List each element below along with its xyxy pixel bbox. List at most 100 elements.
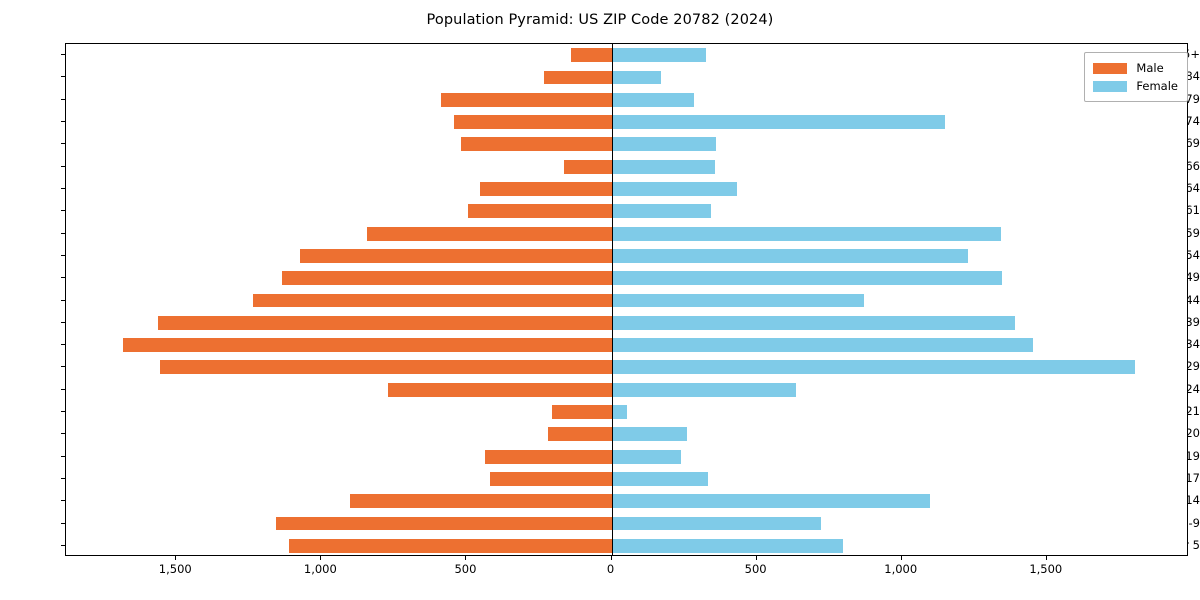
bar-female [611, 204, 711, 219]
bar-female [611, 92, 695, 107]
bar-female [611, 516, 822, 531]
bar-female [611, 382, 797, 397]
bar-row [66, 293, 1187, 308]
bar-row [66, 248, 1187, 263]
x-axis-tick-label: 1,000 [884, 562, 918, 576]
y-axis-tick-mark [61, 299, 65, 301]
bar-female [611, 405, 627, 419]
bar-female [611, 115, 945, 129]
bar-female [611, 538, 843, 553]
bar-row [66, 182, 1187, 196]
x-axis-tick-mark [755, 556, 757, 560]
bar-row [66, 360, 1187, 375]
bar-female [611, 472, 709, 486]
y-axis-tick-mark [61, 76, 65, 78]
bar-row [66, 92, 1187, 107]
y-axis-tick-mark [61, 187, 65, 189]
bar-male [122, 338, 612, 353]
bar-row [66, 48, 1187, 63]
bar-row [66, 159, 1187, 174]
y-axis-tick-mark [61, 321, 65, 323]
bar-male [253, 293, 612, 308]
y-axis-tick-mark [61, 388, 65, 390]
bar-row [66, 137, 1187, 152]
legend-swatch-male [1093, 62, 1128, 74]
bar-row [66, 271, 1187, 286]
bar-male [551, 405, 612, 419]
bar-row [66, 427, 1187, 442]
bar-female [611, 226, 1002, 241]
y-axis-tick-mark [61, 98, 65, 100]
bar-male [547, 427, 612, 442]
y-axis-tick-label: 20 [1185, 426, 1200, 441]
bar-row [66, 538, 1187, 553]
y-axis-tick-mark [61, 210, 65, 212]
x-axis-tick-label: 1,500 [1029, 562, 1063, 576]
bar-row [66, 472, 1187, 486]
legend-swatch-female [1093, 80, 1128, 92]
x-axis-tick-label: 1,500 [158, 562, 192, 576]
y-axis-tick-mark [61, 455, 65, 457]
bar-male [387, 382, 612, 397]
bar-male [460, 137, 612, 152]
y-axis-tick-mark [61, 477, 65, 479]
bar-row [66, 338, 1187, 353]
legend-item-male: Male [1093, 59, 1178, 77]
bar-female [611, 338, 1034, 353]
bar-female [611, 70, 662, 85]
y-axis-tick-mark [61, 544, 65, 546]
bar-row [66, 204, 1187, 219]
bar-row [66, 382, 1187, 397]
y-axis-tick-mark [61, 54, 65, 56]
bar-male [563, 159, 612, 174]
bar-female [611, 159, 716, 174]
chart-title: Population Pyramid: US ZIP Code 20782 (2… [426, 12, 774, 28]
bar-female [611, 494, 930, 509]
bar-male [570, 48, 612, 63]
chart-legend: Male Female [1084, 52, 1188, 102]
bar-male [543, 70, 612, 85]
bar-female [611, 137, 717, 152]
bar-row [66, 315, 1187, 330]
x-axis-tick-mark [900, 556, 902, 560]
bar-female [611, 360, 1136, 375]
bar-male [349, 494, 612, 509]
bar-female [611, 271, 1003, 286]
y-axis-tick-mark [61, 277, 65, 279]
legend-label-male: Male [1136, 61, 1164, 75]
legend-item-female: Female [1093, 77, 1178, 95]
zero-axis-line [611, 44, 613, 555]
y-axis-tick-mark [61, 411, 65, 413]
bar-male [489, 472, 612, 486]
y-axis-tick-mark [61, 433, 65, 435]
bar-row [66, 494, 1187, 509]
bar-female [611, 427, 688, 442]
bar-row [66, 115, 1187, 129]
y-axis-tick-mark [61, 500, 65, 502]
legend-label-female: Female [1136, 79, 1178, 93]
bar-male [282, 271, 612, 286]
bar-female [611, 248, 969, 263]
y-axis-tick-label: 21 [1185, 404, 1200, 419]
x-axis-tick-mark [175, 556, 177, 560]
bar-row [66, 516, 1187, 531]
x-axis-tick-label: 1,000 [303, 562, 337, 576]
bar-male [440, 92, 612, 107]
y-axis-tick-mark [61, 522, 65, 524]
bar-male [366, 226, 612, 241]
y-axis-tick-mark [61, 165, 65, 167]
x-axis-tick-mark [320, 556, 322, 560]
bar-male [468, 204, 612, 219]
bar-row [66, 405, 1187, 419]
bar-male [453, 115, 612, 129]
x-axis-tick-label: 0 [606, 562, 615, 576]
bar-male [289, 538, 612, 553]
bar-male [276, 516, 612, 531]
x-axis-tick-label: 500 [744, 562, 767, 576]
bar-female [611, 293, 864, 308]
y-axis-tick-mark [61, 143, 65, 145]
y-axis-tick-mark [61, 121, 65, 123]
x-axis-tick-mark [610, 556, 612, 560]
y-axis-tick-mark [61, 344, 65, 346]
